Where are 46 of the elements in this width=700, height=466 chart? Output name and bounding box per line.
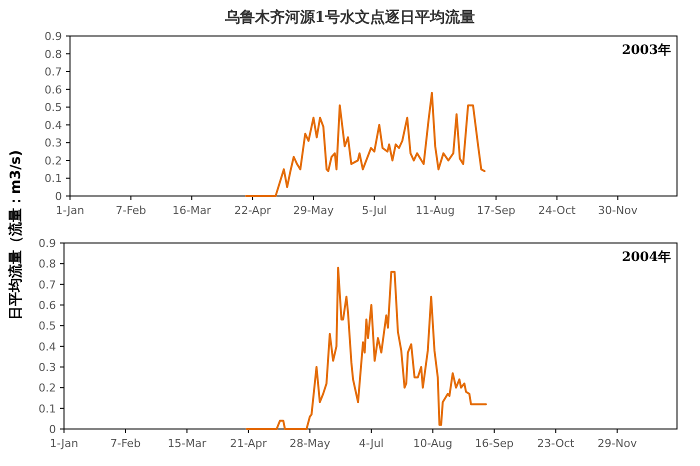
y-tick-label: 0.8 — [38, 258, 56, 271]
annotation: 2003年 — [622, 43, 671, 58]
chart-title: 乌鲁木齐河源1号水文点逐日平均流量 — [224, 8, 476, 26]
y-axis-title: 日平均流量（流量：m3/s) — [7, 150, 24, 320]
line-series — [245, 92, 486, 197]
y-tick-label: 0.5 — [38, 320, 56, 333]
y-tick-label: 0.1 — [38, 402, 56, 416]
x-tick-label: 29-May — [293, 204, 334, 217]
x-tick-label: 23-Oct — [537, 437, 576, 450]
annotation: 2004年 — [622, 250, 671, 265]
y-tick-label: 0.6 — [38, 299, 56, 312]
x-tick-label: 7-Feb — [110, 437, 141, 450]
x-tick-label: 4-Jul — [358, 437, 384, 450]
x-tick-label: 29-Nov — [597, 437, 638, 450]
y-tick-label: 0.9 — [44, 30, 62, 43]
y-tick-label: 0.4 — [38, 340, 56, 354]
y-tick-label: 0.7 — [44, 66, 62, 79]
x-tick-label: 17-Sep — [476, 204, 516, 217]
x-tick-label: 1-Jan — [56, 204, 84, 217]
x-tick-label: 11-Aug — [416, 204, 455, 217]
y-tick-label: 0.8 — [44, 48, 62, 61]
y-tick-label: 0 — [49, 423, 56, 436]
y-tick-label: 0.6 — [44, 83, 62, 96]
x-tick-label: 22-Apr — [234, 204, 272, 217]
y-tick-label: 0.2 — [44, 154, 62, 168]
x-tick-label: 10-Aug — [413, 437, 452, 450]
x-tick-label: 21-Apr — [230, 437, 268, 450]
y-tick-label: 0.9 — [38, 237, 56, 250]
x-tick-label: 24-Oct — [538, 204, 576, 217]
x-tick-label: 5-Jul — [362, 204, 387, 217]
x-tick-label: 30-Nov — [598, 204, 638, 217]
line-series — [246, 266, 487, 430]
x-tick-label: 28-May — [290, 437, 331, 450]
y-tick-label: 0.5 — [44, 101, 62, 114]
y-tick-label: 0.1 — [44, 172, 62, 186]
x-tick-label: 15-Mar — [168, 437, 207, 450]
y-tick-label: 0.7 — [38, 278, 56, 292]
y-tick-label: 0.4 — [44, 118, 62, 132]
x-tick-label: 1-Jan — [50, 437, 78, 450]
x-tick-label: 7-Feb — [116, 204, 146, 217]
x-tick-label: 16-Mar — [172, 204, 212, 217]
y-tick-label: 0.2 — [38, 382, 56, 395]
y-tick-label: 0 — [55, 190, 62, 203]
y-tick-label: 0.3 — [38, 361, 56, 374]
x-tick-label: 16-Sep — [474, 437, 514, 450]
y-tick-label: 0.3 — [44, 136, 62, 150]
